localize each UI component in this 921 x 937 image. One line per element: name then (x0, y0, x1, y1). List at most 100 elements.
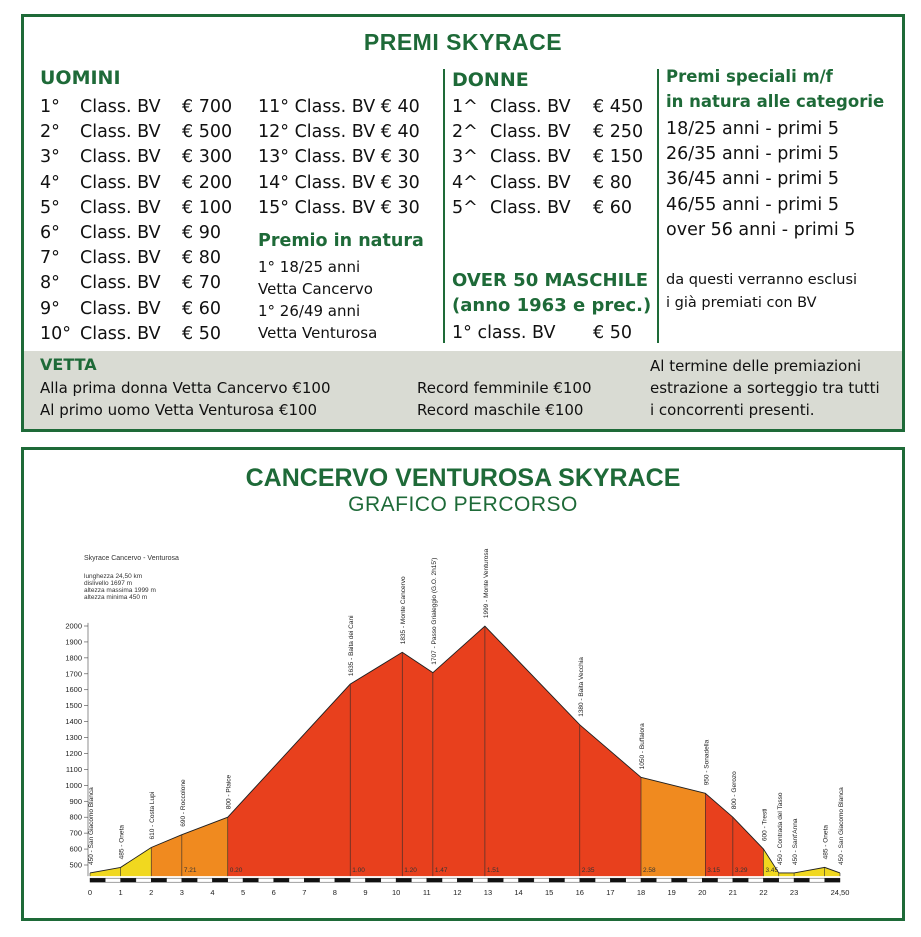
prize-class: Class. BV (490, 147, 571, 168)
vetta-line: Al primo uomo Vetta Venturosa €100 (40, 401, 318, 419)
men-prize-row: 8° Class. BV € 70 (40, 271, 221, 296)
x-tick-label: 0 (88, 888, 92, 897)
prize-class: Class. BV (490, 122, 571, 143)
prize-position: 6° (40, 223, 60, 243)
distance-bar-segment (89, 877, 106, 883)
vetta-heading: VETTA (40, 355, 97, 374)
men-prize-row: 4° Class. BV € 200 (40, 171, 232, 196)
y-tick-label: 700 (69, 829, 82, 838)
men-prize-row: 12° Class. BV € 40 (258, 122, 420, 143)
time-mark: 3.15 (707, 867, 720, 874)
waypoint-label: 450 - San Giacomo Blanca (838, 787, 845, 865)
distance-bar-segment (487, 877, 504, 883)
distance-bar-segment (778, 877, 795, 883)
prize-class: Class. BV (80, 248, 161, 269)
profile-subtitle: GRAFICO PERCORSO (348, 493, 578, 516)
time-mark: 1.00 (352, 867, 365, 874)
y-tick-label: 1400 (65, 717, 82, 726)
profile-segment (181, 817, 228, 877)
prize-class: Class. BV (80, 273, 161, 294)
y-tick-label: 1700 (65, 669, 82, 678)
profile-segment (120, 847, 152, 877)
x-tick-label: 1 (119, 888, 123, 897)
time-mark: 1.47 (435, 867, 448, 874)
chart-info-line: altezza minima 450 m (84, 594, 147, 601)
x-tick-label: 13 (484, 888, 492, 897)
x-tick-label: 24,50 (831, 888, 850, 897)
chart-info: Skyrace Cancervo - Venturosa lunghezza 2… (84, 555, 179, 601)
x-tick-label: 2 (149, 888, 153, 897)
profile-segment (151, 834, 182, 877)
men-prize-row: 13° Class. BV € 30 (258, 147, 420, 168)
distance-bar-segment (625, 877, 642, 883)
men-prize-row: 5° Class. BV € 100 (40, 196, 232, 221)
distance-bar-segment (151, 877, 167, 883)
distance-bar-segment (304, 877, 320, 883)
men-prize-row: 3° Class. BV € 300 (40, 145, 232, 170)
x-tick-label: 6 (272, 888, 276, 897)
distance-bar-segment (365, 877, 382, 883)
distance-bar-segment (380, 877, 397, 883)
waypoint-label: 950 - Sonadella (703, 739, 710, 785)
time-mark: 1.51 (487, 867, 500, 874)
distance-bar-segment (334, 877, 351, 883)
distance-bar-segment (319, 877, 336, 883)
waypoint-label: 1707 - Passo Grialeggio (G.O. 2h15') (431, 558, 438, 665)
x-tick-label: 12 (453, 888, 461, 897)
waypoint-label: 485 - Oneta (823, 825, 830, 860)
women-prize-row: 3^ Class. BV € 150 (452, 145, 643, 170)
distance-bar-segment (196, 877, 213, 883)
waypoint-label: 1635 - Baita dei Cani (348, 615, 355, 676)
waypoint-label: 450 - San Giacomo Blanca (88, 787, 95, 865)
women-prize-row: 5^ Class. BV € 60 (452, 196, 632, 221)
women-prize-row: 4^ Class. BV € 80 (452, 171, 632, 196)
x-tick-label: 17 (606, 888, 614, 897)
profile-segment (432, 626, 485, 877)
prize-position: 8° (40, 273, 60, 294)
y-tick-label: 900 (69, 797, 82, 806)
special-category-row: 18/25 anni - primi 5 (666, 119, 839, 139)
y-tick-label: 600 (69, 845, 82, 854)
distance-bar-segment (533, 877, 550, 883)
men-prize-row: 10° Class. BV € 50 (40, 322, 221, 347)
distance-bar-segment (732, 877, 749, 883)
distance-bar-segment (640, 877, 657, 883)
nature-line: Vetta Venturosa (258, 324, 378, 342)
distance-bar-segment (503, 877, 519, 883)
men-prize-row: 7° Class. BV € 80 (40, 246, 221, 271)
distance-bar-segment (181, 877, 198, 883)
nature-line: Vetta Cancervo (258, 280, 373, 298)
distance-bar-segment (809, 877, 825, 883)
distance-bar-segment (564, 877, 580, 883)
over50-subheading: (anno 1963 e prec.) (452, 295, 652, 316)
distance-bar-segment (212, 877, 228, 883)
prize-class: Class. BV (80, 147, 161, 168)
y-tick-label: 1300 (65, 733, 82, 742)
distance-bar-segment (288, 877, 305, 883)
prize-class: Class. BV (490, 197, 571, 218)
prize-class: Class. BV (80, 97, 161, 117)
prize-amount: € 70 (182, 273, 221, 294)
x-tick-label: 4 (210, 888, 214, 897)
distance-bar-segment (395, 877, 412, 883)
waypoint-label: 800 - Plaice (226, 774, 233, 809)
distance-bar-segment (258, 877, 274, 883)
time-mark: 2.58 (643, 867, 656, 874)
special-category-row: 36/45 anni - primi 5 (666, 169, 839, 190)
profile-segment (778, 872, 795, 877)
profile-panel: CANCERVO VENTUROSA SKYRACE GRAFICO PERCO… (21, 447, 905, 921)
distance-bar-segment (717, 877, 734, 883)
x-tick-label: 11 (423, 888, 431, 897)
x-tick-label: 21 (729, 888, 737, 897)
nature-line: 1° 26/49 anni (258, 302, 361, 320)
special-note: da questi verranno esclusi (666, 272, 858, 288)
distance-bar-segment (135, 877, 152, 883)
profile-segment (484, 626, 580, 877)
record-line: Record femminile €100 (417, 379, 592, 397)
y-tick-label: 1600 (65, 685, 82, 694)
men-prize-row: 9° Class. BV € 60 (40, 297, 221, 322)
draw-line: Al termine delle premiazioni (650, 357, 862, 375)
time-mark: 0.20 (230, 867, 243, 874)
profile-segment (705, 793, 733, 877)
distance-bar-segment (548, 877, 565, 883)
